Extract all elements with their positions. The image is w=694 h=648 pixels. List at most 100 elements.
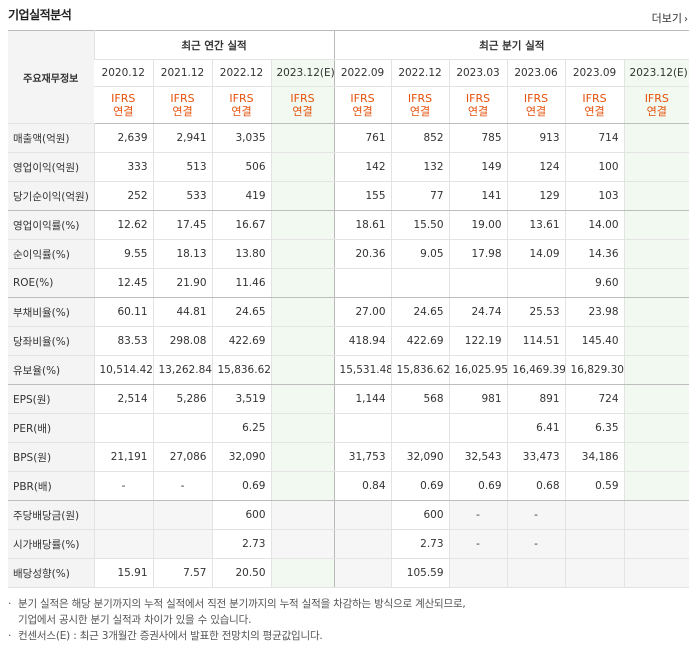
value-cell: [270, 413, 335, 443]
table-row: PBR(배) - -0.69 0.84 0.69 0.69 0.68 0.59: [8, 471, 690, 501]
value-cell: 105.59: [390, 558, 450, 588]
table-row: 영업이익(억원) 333 513 506 142 132 149 124 100: [8, 152, 690, 182]
value-cell: 12.45: [93, 268, 153, 298]
value-cell: 17.98: [448, 239, 508, 269]
value-cell: 114.51: [506, 326, 566, 356]
value-cell: 34,186: [564, 442, 625, 472]
value-cell: 724: [564, 384, 625, 414]
value-cell: 6.41: [506, 413, 566, 443]
value-cell: 11.46: [211, 268, 271, 298]
value-cell: 3,519: [211, 384, 271, 414]
row-header-label: 주요재무정보: [8, 30, 94, 124]
value-cell: [270, 558, 335, 588]
value-cell: 533: [152, 181, 212, 211]
value-cell: [448, 413, 508, 443]
ifrs-label: IFRS: [644, 92, 669, 105]
value-cell: 6.25: [211, 413, 271, 443]
table-row: 당기순이익(억원) 252 533 419 155 77 141 129 103: [8, 181, 690, 211]
row-label: 순이익률(%): [8, 239, 94, 269]
ifrs-label: IFRS: [111, 92, 136, 105]
value-cell: [270, 268, 335, 298]
value-cell: 27,086: [152, 442, 212, 472]
footnote-1-cont: 기업에서 공시한 분기 실적과 차이가 있을 수 있습니다.: [18, 614, 252, 626]
period-header: 2023.12(E): [270, 59, 335, 87]
value-cell: 2,514: [93, 384, 153, 414]
row-label: 당좌비율(%): [8, 326, 94, 356]
value-cell: 77: [390, 181, 450, 211]
consolidated-label: 연결: [467, 105, 489, 118]
table-row: 영업이익률(%) 12.62 17.45 16.67 18.61 15.50 19.00 13…: [8, 210, 690, 240]
consolidated-label: 연결: [231, 105, 252, 118]
value-cell: 6.35: [564, 413, 625, 443]
value-cell: 100: [564, 152, 625, 182]
row-label: 당기순이익(억원): [8, 181, 94, 211]
value-cell: 21,191: [93, 442, 153, 472]
value-cell: -: [93, 471, 153, 501]
bullet: ·: [8, 630, 12, 642]
table-row: 순이익률(%) 9.55 18.13 13.80 20.36 9.05 17.98 14.09…: [8, 239, 690, 269]
value-cell: 44.81: [152, 297, 212, 327]
value-cell: 19.00: [448, 210, 508, 240]
ifrs-cell: IFRS 연결: [564, 86, 625, 124]
value-cell: 18.13: [152, 239, 212, 269]
section-title: 기업실적분석: [8, 8, 72, 22]
value-cell: 27.00: [333, 297, 392, 327]
value-cell: [623, 123, 690, 153]
ifrs-cell: IFRS 연결: [270, 86, 335, 124]
more-link[interactable]: 더보기 ›: [652, 10, 688, 26]
value-cell: 422.69: [211, 326, 271, 356]
value-cell: [270, 239, 335, 269]
value-cell: [623, 442, 690, 472]
table-row: 주당배당금(원) 600 600- -: [8, 500, 690, 530]
value-cell: [270, 326, 335, 356]
value-cell: 422.69: [390, 326, 450, 356]
value-cell: -: [448, 529, 508, 559]
value-cell: [623, 413, 690, 443]
value-cell: [270, 355, 335, 385]
value-cell: 155: [333, 181, 392, 211]
value-cell: 17.45: [152, 210, 212, 240]
value-cell: 14.00: [564, 210, 625, 240]
value-cell: 124: [506, 152, 566, 182]
period-header: 2020.12: [94, 59, 153, 87]
value-cell: 333: [93, 152, 153, 182]
value-cell: 0.69: [211, 471, 271, 501]
value-cell: 714: [564, 123, 625, 153]
value-cell: [93, 500, 153, 530]
ifrs-cell: IFRS 연결: [506, 86, 566, 124]
value-cell: 418.94: [333, 326, 392, 356]
value-cell: 13,262.84: [152, 355, 212, 385]
value-cell: 14.09: [506, 239, 566, 269]
row-label: 시가배당률(%): [8, 529, 94, 559]
table-row: 부채비율(%) 60.11 44.81 24.65 27.00 24.65 24.74 25.…: [8, 297, 690, 327]
period-header: 2022.12: [390, 59, 450, 87]
value-cell: [623, 210, 690, 240]
table-row: 시가배당률(%) 2.73 2.73- -: [8, 529, 690, 559]
footnote-1: · 분기 실적은 해당 분기까지의 누적 실적에서 직전 분기까지의 누적 실적을…: [8, 598, 466, 610]
row-label: 영업이익률(%): [8, 210, 94, 240]
value-cell: 21.90: [152, 268, 212, 298]
value-cell: 15,836.62: [390, 355, 450, 385]
value-cell: [623, 558, 690, 588]
value-cell: 142: [333, 152, 392, 182]
value-cell: 14.36: [564, 239, 625, 269]
value-cell: 9.55: [93, 239, 153, 269]
value-cell: 0.69: [448, 471, 508, 501]
value-cell: 785: [448, 123, 508, 153]
value-cell: 981: [448, 384, 508, 414]
financial-table: 주요재무정보 최근 연간 실적 최근 분기 실적 2020.12 2021.12 2…: [8, 30, 690, 588]
value-cell: 9.05: [390, 239, 450, 269]
table-row: BPS(원) 21,191 27,086 32,090 31,753 32,090 32,5…: [8, 442, 690, 472]
value-cell: 2,639: [93, 123, 153, 153]
value-cell: [270, 152, 335, 182]
value-cell: [270, 500, 335, 530]
consolidated-label: 연결: [292, 105, 313, 118]
ifrs-label: IFRS: [170, 92, 195, 105]
value-cell: [623, 471, 690, 501]
value-cell: [270, 529, 335, 559]
value-cell: 891: [506, 384, 566, 414]
row-label: 부채비율(%): [8, 297, 94, 327]
value-cell: 16.67: [211, 210, 271, 240]
value-cell: 0.84: [333, 471, 392, 501]
value-cell: [564, 500, 625, 530]
